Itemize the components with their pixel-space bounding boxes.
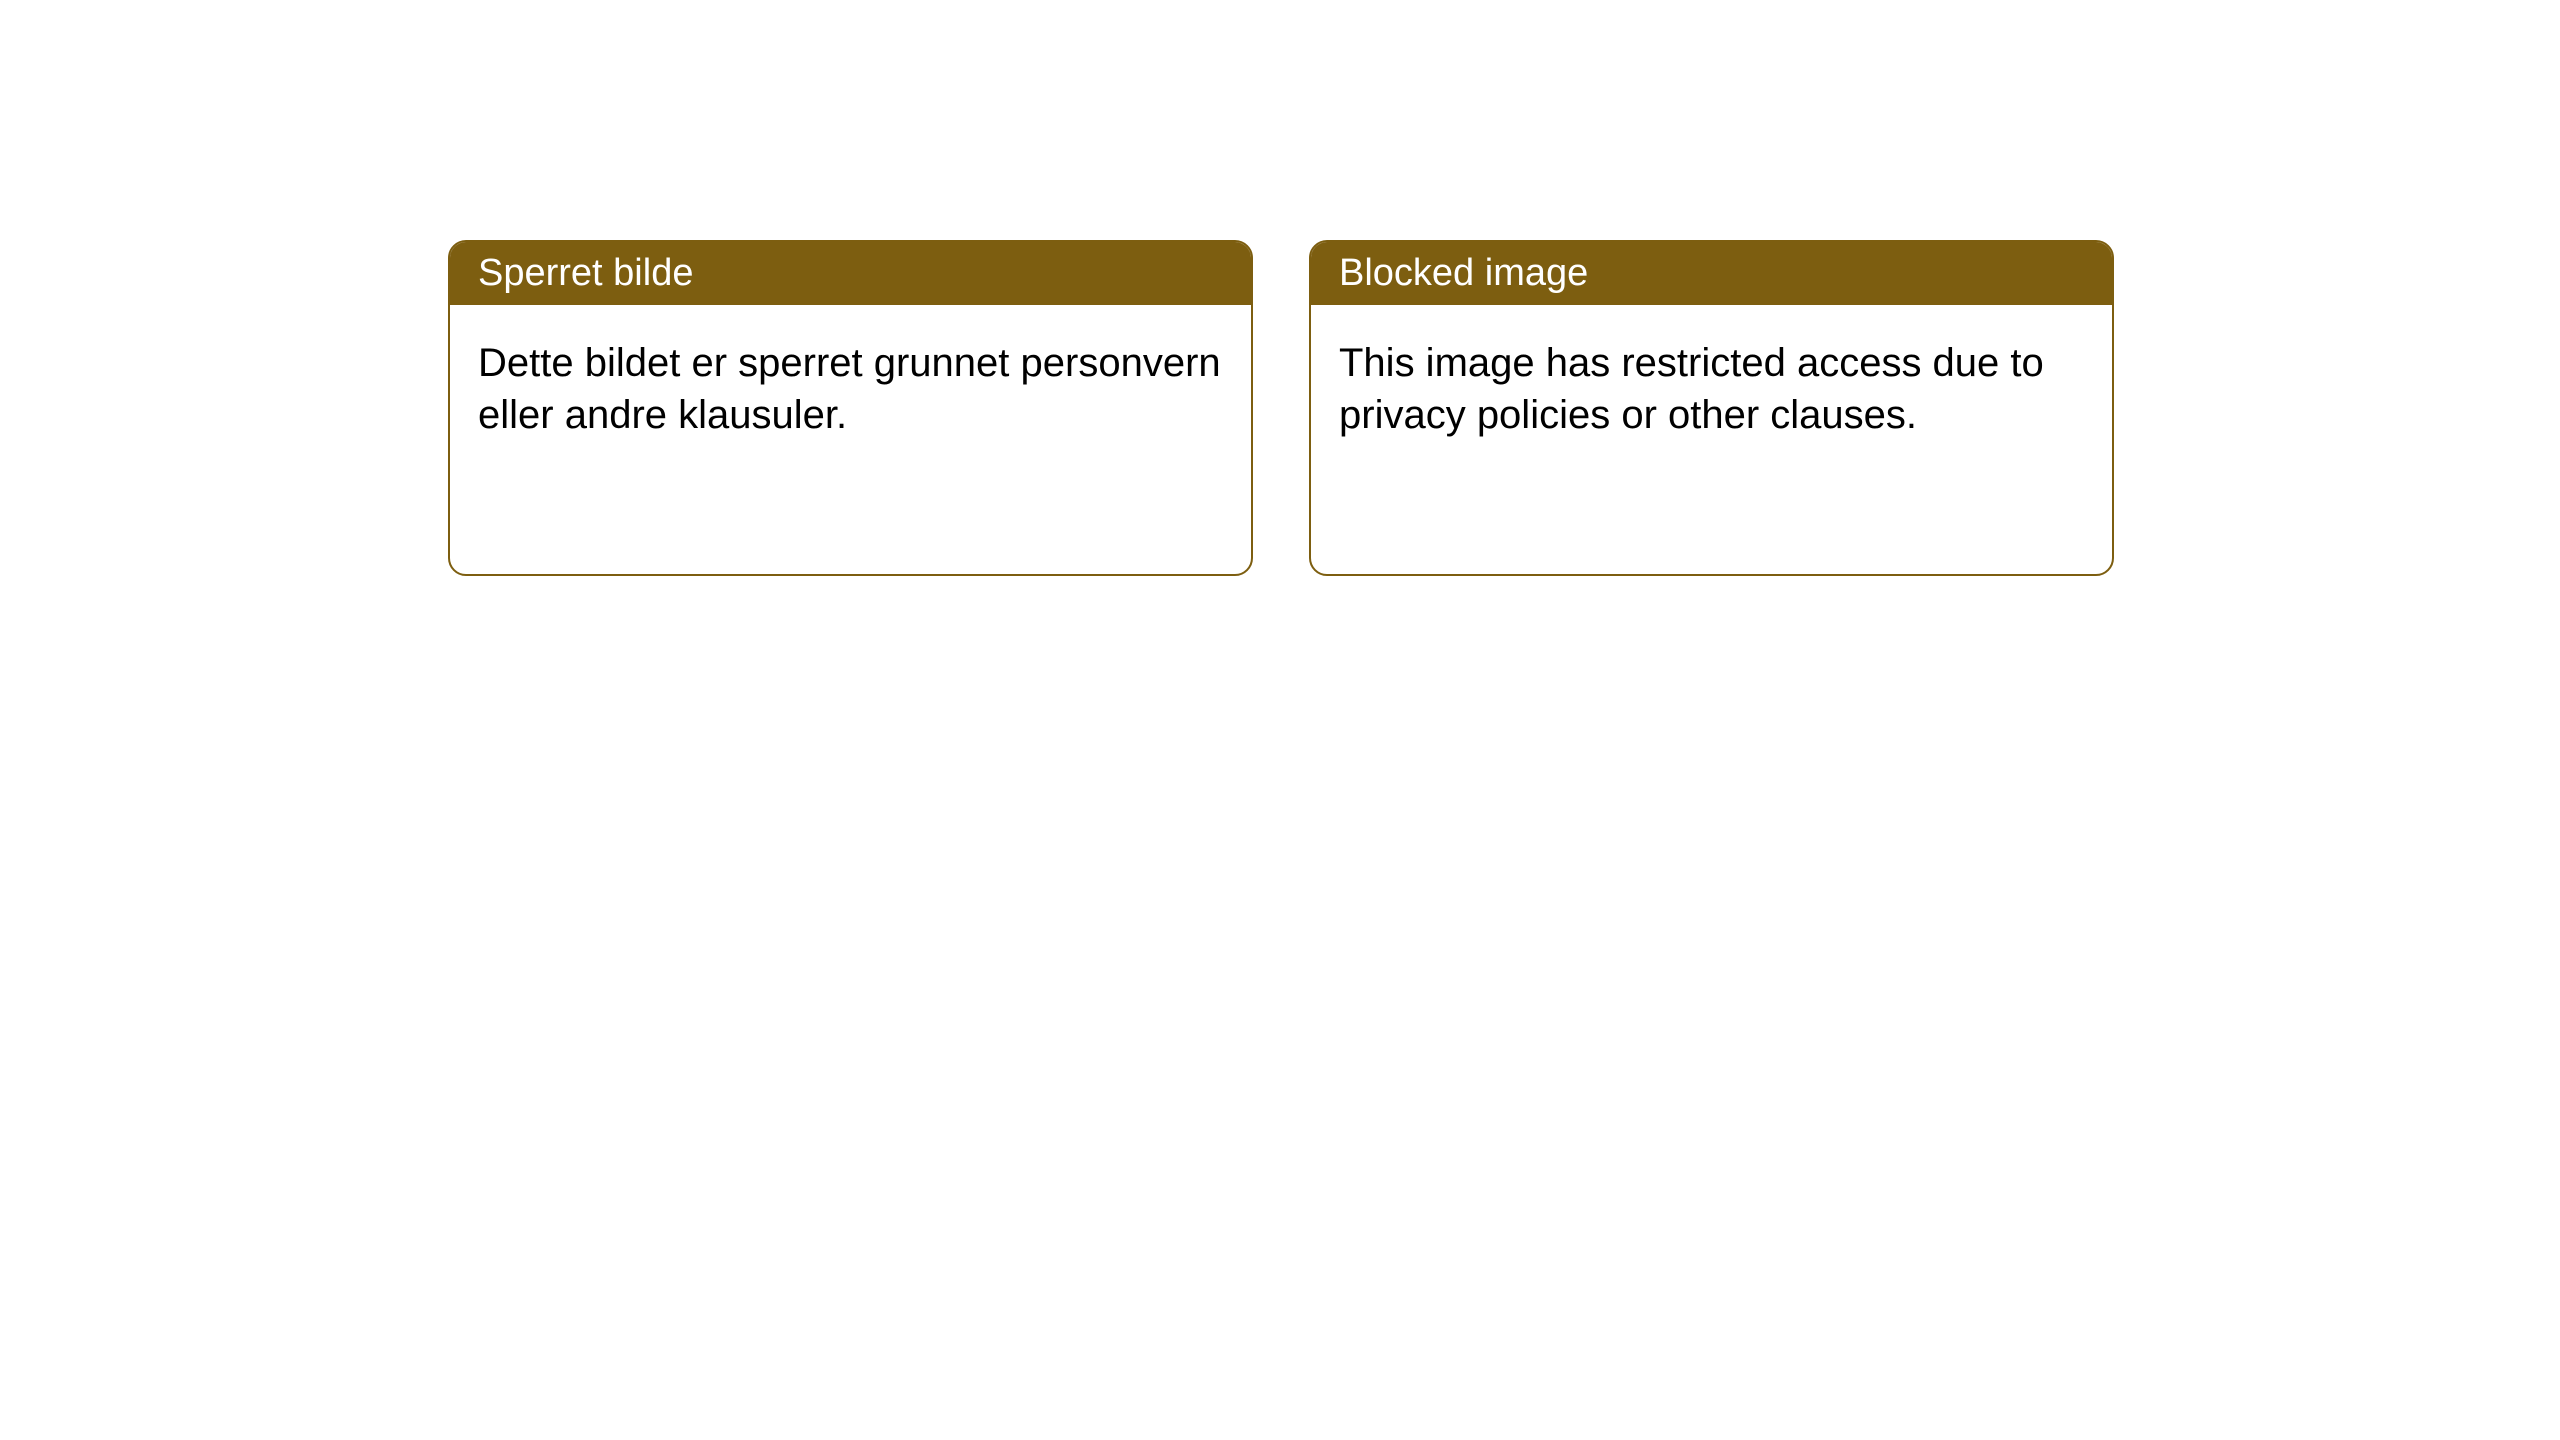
card-header: Blocked image xyxy=(1311,242,2112,305)
card-title: Sperret bilde xyxy=(478,252,693,294)
notice-card-norwegian: Sperret bilde Dette bildet er sperret gr… xyxy=(448,240,1253,576)
notice-card-english: Blocked image This image has restricted … xyxy=(1309,240,2114,576)
card-body: Dette bildet er sperret grunnet personve… xyxy=(450,305,1251,473)
card-header: Sperret bilde xyxy=(450,242,1251,305)
card-body-text: This image has restricted access due to … xyxy=(1339,341,2044,437)
card-title: Blocked image xyxy=(1339,252,1588,294)
card-body-text: Dette bildet er sperret grunnet personve… xyxy=(478,341,1221,437)
notice-cards-container: Sperret bilde Dette bildet er sperret gr… xyxy=(448,240,2114,576)
card-body: This image has restricted access due to … xyxy=(1311,305,2112,473)
